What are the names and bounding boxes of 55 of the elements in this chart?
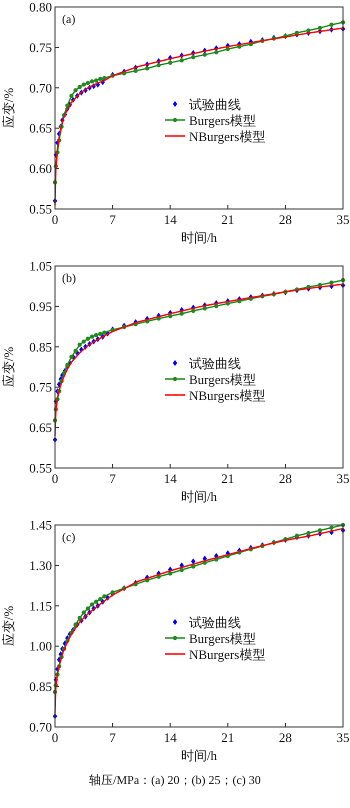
y-tick-label: 0.85 [29, 679, 52, 694]
y-tick-label: 0.55 [29, 460, 52, 476]
x-tick-label: 7 [109, 471, 116, 486]
legend-label: 试验曲线 [189, 97, 241, 112]
text: 轴压/MPa：(a) 20；(b) 25；(c) 30 [89, 773, 261, 787]
y-tick-label: 1.15 [29, 598, 52, 614]
y-tick-label: 0.70 [29, 720, 52, 734]
y-tick-label: 0.75 [29, 40, 52, 55]
x-axis-title: 时间/h [180, 489, 218, 504]
y-tick-label: 0.70 [29, 80, 52, 96]
y-tick-label: 0.80 [29, 0, 52, 14]
x-axis-title: 时间/h [180, 230, 218, 245]
x-tick-label: 0 [52, 212, 58, 227]
legend-label: NBurgers模型 [189, 388, 266, 403]
x-tick-label: 14 [164, 471, 178, 486]
y-tick-label: 0.60 [29, 161, 52, 176]
text: (b) [62, 271, 76, 285]
y-tick-label: 1.05 [29, 258, 52, 274]
y-axis-title: 应变/% [1, 88, 16, 128]
x-tick-label: 21 [221, 730, 234, 745]
x-tick-label: 7 [109, 730, 116, 745]
y-tick-label: 0.95 [29, 298, 52, 314]
x-tick-label: 14 [164, 730, 178, 745]
x-tick-label: 28 [278, 212, 292, 227]
y-axis-title: 应变/% [1, 606, 16, 646]
y-tick-label: 1.00 [29, 638, 52, 654]
x-tick-label: 0 [52, 471, 58, 486]
legend-label: Burgers模型 [189, 113, 256, 128]
x-tick-label: 21 [221, 471, 234, 486]
legend-label: Burgers模型 [189, 631, 256, 646]
chart-title: (c) [62, 530, 76, 544]
y-tick-label: 0.65 [29, 420, 52, 436]
text: (a) [62, 12, 76, 26]
x-axis-title: 时间/h [180, 748, 218, 763]
legend-label: Burgers模型 [189, 372, 256, 387]
y-tick-label: 1.45 [29, 518, 52, 532]
x-tick-label: 0 [52, 730, 58, 745]
y-tick-label: 0.65 [29, 120, 52, 136]
y-tick-label: 1.30 [29, 558, 52, 573]
legend-label: NBurgers模型 [189, 129, 266, 144]
legend-label: NBurgers模型 [189, 647, 266, 662]
x-tick-label: 35 [336, 212, 350, 227]
y-tick-label: 0.85 [29, 339, 52, 354]
x-tick-label: 7 [109, 212, 116, 227]
y-tick-label: 0.75 [29, 380, 52, 395]
legend-label: 试验曲线 [189, 356, 241, 371]
y-axis-title: 应变/% [1, 346, 16, 388]
legend-label: 试验曲线 [189, 615, 241, 630]
x-tick-label: 28 [278, 471, 292, 486]
y-tick-label: 0.55 [29, 202, 52, 216]
x-tick-label: 35 [336, 730, 350, 745]
x-tick-label: 14 [164, 212, 178, 227]
x-tick-label: 35 [336, 471, 350, 486]
x-tick-label: 21 [221, 212, 234, 227]
x-tick-label: 28 [278, 730, 292, 745]
